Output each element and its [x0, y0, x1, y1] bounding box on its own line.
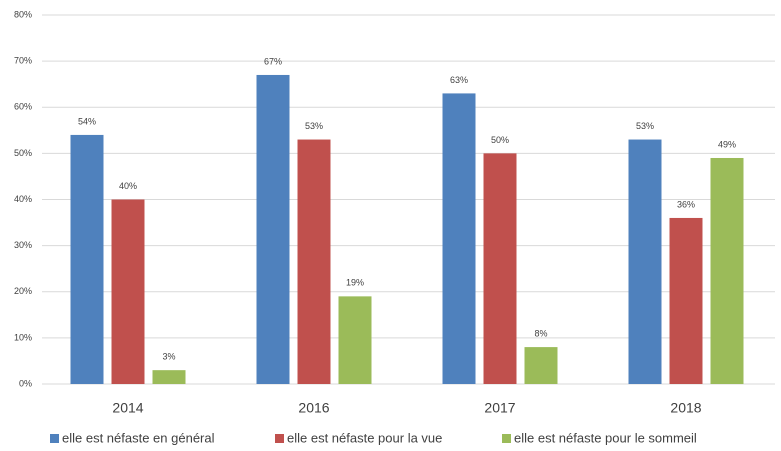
data-label: 53% — [305, 121, 323, 131]
x-tick-label: 2014 — [112, 400, 143, 416]
bar — [483, 153, 517, 384]
x-tick-label: 2017 — [484, 400, 515, 416]
bar — [710, 157, 744, 384]
bar — [297, 139, 331, 384]
data-label: 63% — [450, 75, 468, 85]
legend-swatch — [275, 434, 284, 443]
legend-label: elle est néfaste en général — [62, 430, 215, 445]
bar — [111, 199, 145, 384]
bar — [256, 74, 290, 385]
x-tick-label: 2018 — [670, 400, 701, 416]
y-tick-label: 10% — [14, 332, 32, 342]
legend-swatch — [502, 434, 511, 443]
y-tick-label: 20% — [14, 286, 32, 296]
y-tick-label: 70% — [14, 56, 32, 66]
data-label: 3% — [162, 352, 175, 362]
bar — [70, 134, 104, 384]
y-tick-label: 60% — [14, 102, 32, 112]
bar — [628, 139, 662, 384]
data-label: 53% — [636, 121, 654, 131]
legend-label: elle est néfaste pour le sommeil — [514, 430, 697, 445]
data-label: 8% — [534, 328, 547, 338]
y-tick-label: 0% — [19, 378, 32, 388]
data-label: 40% — [119, 181, 137, 191]
y-tick-label: 30% — [14, 240, 32, 250]
legend-swatch — [50, 434, 59, 443]
data-label: 67% — [264, 56, 282, 66]
bar — [442, 93, 476, 384]
legend-label: elle est néfaste pour la vue — [287, 430, 442, 445]
bar — [524, 347, 558, 384]
data-label: 36% — [677, 199, 695, 209]
bar — [669, 217, 703, 384]
y-tick-label: 80% — [14, 9, 32, 19]
y-tick-label: 50% — [14, 148, 32, 158]
data-label: 54% — [78, 116, 96, 126]
bar — [338, 296, 372, 384]
x-tick-label: 2016 — [298, 400, 329, 416]
data-label: 19% — [346, 278, 364, 288]
data-label: 50% — [491, 135, 509, 145]
y-tick-label: 40% — [14, 194, 32, 204]
data-label: 49% — [718, 139, 736, 149]
bar — [152, 370, 186, 384]
